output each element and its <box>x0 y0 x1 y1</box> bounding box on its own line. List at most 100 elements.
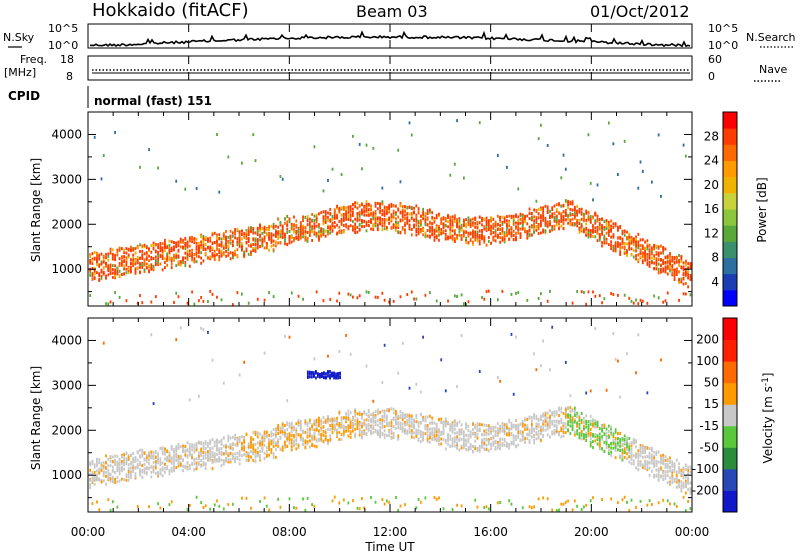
range-cell <box>345 206 348 210</box>
range-cell <box>401 215 404 219</box>
range-cell <box>193 457 196 461</box>
range-cell <box>315 425 318 429</box>
range-cell <box>331 214 334 218</box>
range-cell <box>429 210 431 214</box>
range-cell <box>401 429 404 433</box>
range-cell <box>573 205 576 209</box>
range-cell <box>299 224 302 228</box>
range-cell <box>406 419 409 423</box>
range-cell <box>417 438 420 442</box>
range-cell <box>211 231 214 235</box>
freq-label-2: [MHz] <box>4 66 36 79</box>
range-cell <box>216 237 218 241</box>
range-cell <box>404 228 406 232</box>
range-cell <box>390 427 393 431</box>
range-cell <box>338 210 341 214</box>
range-cell <box>395 212 397 216</box>
range-cell <box>93 268 96 272</box>
range-cell <box>483 505 486 509</box>
range-cell <box>594 226 597 230</box>
range-cell <box>161 242 164 246</box>
range-cell <box>417 210 420 214</box>
range-cell <box>614 244 617 248</box>
range-cell <box>107 267 110 271</box>
range-cell <box>231 240 234 244</box>
range-cell <box>320 229 323 233</box>
range-cell <box>639 248 642 252</box>
range-cell <box>184 464 187 468</box>
range-cell <box>621 237 624 241</box>
range-cell <box>261 240 264 244</box>
range-cell <box>637 240 640 244</box>
range-cell <box>451 215 454 219</box>
range-cell <box>329 297 332 301</box>
range-cell <box>236 437 239 441</box>
range-cell <box>530 233 533 237</box>
range-cell <box>397 371 400 375</box>
range-cell <box>195 247 198 251</box>
range-cell <box>517 423 520 427</box>
range-cell <box>542 214 545 218</box>
range-cell <box>431 432 434 436</box>
range-cell <box>558 211 560 215</box>
range-cell <box>539 231 542 235</box>
range-cell <box>89 468 92 472</box>
range-cell <box>236 442 239 446</box>
range-cell <box>512 233 515 237</box>
range-cell <box>356 206 359 210</box>
range-cell <box>96 464 98 468</box>
range-cell <box>175 445 178 449</box>
range-cell <box>524 423 526 427</box>
range-cell <box>243 445 246 449</box>
range-cell <box>429 235 431 239</box>
range-cell <box>392 411 395 415</box>
range-cell <box>173 466 175 470</box>
range-cell <box>197 299 200 303</box>
range-cell <box>564 211 567 215</box>
range-cell <box>252 451 255 455</box>
range-cell <box>272 239 275 243</box>
range-cell <box>664 299 667 303</box>
range-cell <box>673 257 676 261</box>
range-cell <box>125 459 128 463</box>
range-cell <box>329 211 332 215</box>
range-cell <box>173 454 175 458</box>
range-cell <box>361 429 363 433</box>
range-cell <box>607 229 610 233</box>
range-cell <box>336 422 338 426</box>
range-cell <box>474 434 477 438</box>
range-cell <box>367 220 370 224</box>
range-cell <box>478 235 481 239</box>
range-cell <box>259 499 261 503</box>
range-cell <box>281 446 284 450</box>
range-cell <box>91 479 94 483</box>
range-cell <box>551 212 554 216</box>
range-cell <box>433 220 436 224</box>
range-cell <box>526 222 529 226</box>
range-cell <box>374 217 377 221</box>
range-cell <box>358 294 361 298</box>
range-cell <box>229 251 232 255</box>
range-cell <box>338 231 341 235</box>
range-cell <box>408 205 411 209</box>
range-cell <box>487 442 490 446</box>
range-cell <box>438 226 440 230</box>
range-cell <box>388 424 391 428</box>
range-cell <box>272 222 275 226</box>
range-cell <box>560 224 563 228</box>
range-cell <box>286 423 289 427</box>
range-cell <box>494 234 497 238</box>
range-cell <box>347 415 350 419</box>
range-cell <box>227 248 230 252</box>
range-cell <box>184 251 187 255</box>
range-cell <box>152 450 155 454</box>
range-cell <box>519 431 522 435</box>
range-cell <box>358 422 361 426</box>
range-cell <box>114 458 116 462</box>
range-cell <box>238 233 241 237</box>
range-cell <box>564 167 567 171</box>
range-cell <box>580 290 583 294</box>
range-cell <box>365 364 368 368</box>
range-cell <box>216 244 218 248</box>
range-cell <box>379 209 381 213</box>
